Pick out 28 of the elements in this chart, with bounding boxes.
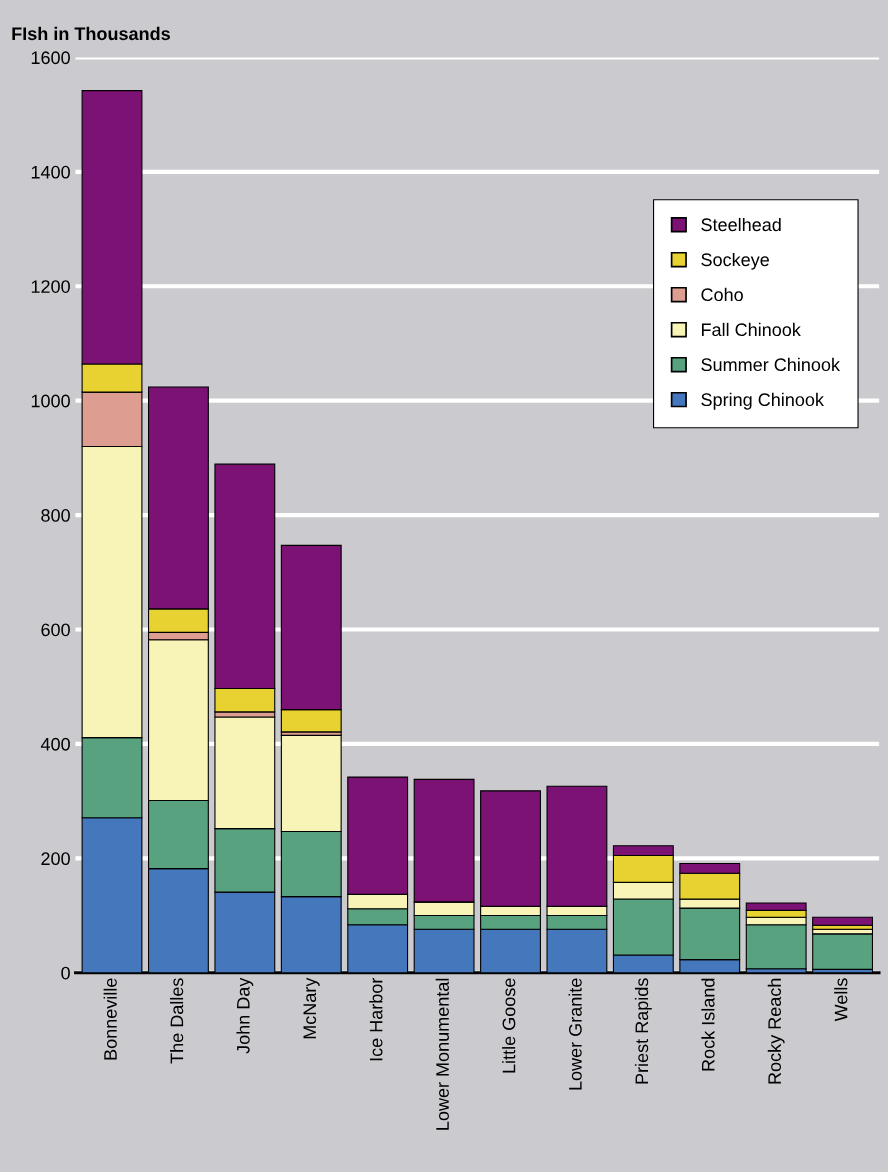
y-tick-label: 0 [61,966,70,980]
x-tick-label: Bonneville [103,978,117,1060]
x-tick-label: Wells [834,978,848,1022]
y-tick-label: 800 [41,509,70,522]
y-tick-label: 200 [41,852,70,866]
x-tick-label: Ice Harbor [369,977,383,1061]
x-tick-label: John Day [236,977,254,1054]
legend-label: Summer Chinook [701,357,841,372]
y-tick-label: 400 [40,737,70,751]
legend-label: Spring Chinook [701,392,824,410]
legend-label: Steelhead [701,217,781,232]
y-tick-label: 1400 [31,165,70,179]
x-tick-label: Rock Island [701,978,715,1071]
y-tick-label: 600 [41,623,70,637]
x-tick-label: Rocky Reach [767,978,785,1084]
chart-title: FIsh in Thousands [12,26,170,41]
x-tick-label: The Dalles [170,978,184,1064]
x-tick-label: Lower Granite [568,978,582,1090]
legend-label: Sockeye [701,252,769,270]
x-tick-label: McNary [303,977,320,1039]
y-tick-label: 1200 [31,280,70,293]
x-tick-label: Little Goose [502,978,516,1073]
y-tick-label: 1600 [31,51,70,65]
legend-label: Coho [701,287,743,302]
legend-label: Fall Chinook [701,322,801,337]
x-tick-label: Lower Monumental [435,978,449,1130]
y-tick-label: 1000 [31,394,70,408]
x-tick-label: Priest Rapids [634,978,652,1084]
